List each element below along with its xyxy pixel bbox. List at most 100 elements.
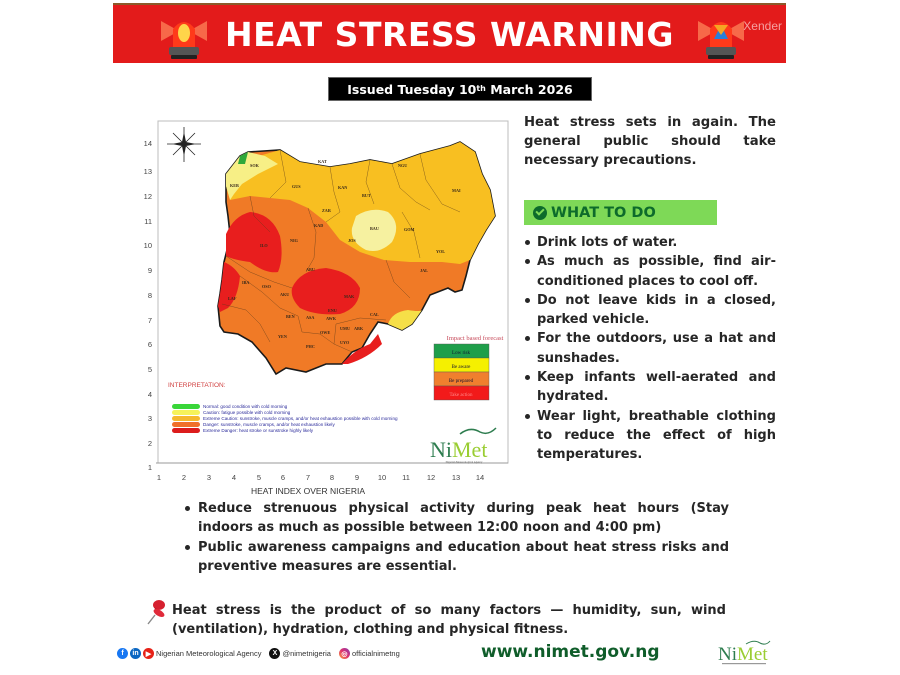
banner-title: HEAT STRESS WARNING: [225, 14, 674, 54]
svg-text:8: 8: [330, 473, 334, 482]
instagram-handle[interactable]: officialnimetng: [351, 649, 400, 658]
note-text: Heat stress is the product of so many fa…: [172, 603, 726, 637]
svg-text:NIG: NIG: [290, 238, 299, 243]
agency-name[interactable]: Nigerian Meteorological Agency: [156, 649, 262, 658]
interp-extreme-danger: Extreme Danger: heat stroke or sunstroke…: [203, 428, 314, 433]
intro-text: Heat stress sets in again. The general p…: [524, 115, 776, 168]
nimet-logo-footer: Ni Met: [718, 640, 771, 665]
svg-text:ABU: ABU: [306, 267, 315, 272]
interp-caution: Caution: fatigue possible with cold morn…: [203, 410, 291, 415]
linkedin-icon[interactable]: in: [130, 648, 141, 659]
x-handle[interactable]: @nimetnigeria: [282, 649, 331, 658]
interp-normal: Normal: good condition with cold morning: [203, 404, 288, 409]
svg-text:OWE: OWE: [320, 330, 330, 335]
tip-item: For the outdoors, use a hat and sunshade…: [524, 329, 776, 368]
interp-danger: Danger: sunstroke, muscle cramps, and/or…: [203, 422, 335, 427]
svg-text:JAL: JAL: [420, 268, 428, 273]
svg-text:BAU: BAU: [370, 226, 379, 231]
svg-text:SOK: SOK: [250, 163, 260, 168]
svg-text:6: 6: [281, 473, 285, 482]
svg-text:UYO: UYO: [340, 340, 350, 345]
pushpin-icon: [147, 600, 165, 625]
impact-forecast-legend: Low risk Be aware Be prepared Take actio…: [433, 343, 490, 401]
svg-text:CAL: CAL: [370, 312, 379, 317]
svg-text:12: 12: [427, 473, 435, 482]
website-link[interactable]: www.nimet.gov.ng: [481, 642, 660, 662]
issued-suffix: March 2026: [485, 81, 573, 97]
svg-text:Met: Met: [452, 437, 487, 462]
svg-text:10: 10: [378, 473, 386, 482]
svg-text:YEN: YEN: [278, 334, 287, 339]
svg-text:13: 13: [452, 473, 460, 482]
svg-text:KAT: KAT: [318, 159, 327, 164]
impact-forecast-title: Impact based forecast: [447, 335, 504, 342]
check-circle-icon: [533, 205, 547, 220]
svg-text:UMU: UMU: [340, 326, 350, 331]
tip-item: Keep infants well-aerated and hydrated.: [524, 368, 776, 407]
svg-text:Ni: Ni: [430, 437, 452, 462]
instagram-icon[interactable]: ◎: [338, 648, 350, 659]
svg-text:4: 4: [148, 390, 152, 399]
impact-level-take-action: Take action: [449, 393, 473, 398]
impact-level-be-prepared: Be prepared: [449, 379, 474, 384]
interpretation-legend: Normal: good condition with cold morning…: [172, 404, 398, 433]
x-twitter-icon[interactable]: X: [269, 648, 281, 659]
svg-text:6: 6: [148, 340, 152, 349]
xender-watermark: Xender: [743, 19, 782, 33]
youtube-icon[interactable]: ▶: [143, 648, 154, 659]
tip-item: Drink lots of water.: [524, 233, 776, 252]
svg-text:11: 11: [144, 217, 152, 226]
svg-text:5: 5: [148, 365, 152, 374]
svg-text:10: 10: [144, 241, 152, 250]
svg-text:GOM: GOM: [404, 227, 415, 232]
svg-text:AWK: AWK: [326, 316, 337, 321]
tip-item: As much as possible, find air-conditione…: [524, 252, 776, 291]
facebook-icon[interactable]: f: [117, 648, 128, 659]
svg-text:BEN: BEN: [286, 314, 295, 319]
svg-text:14: 14: [476, 473, 484, 482]
svg-text:1: 1: [157, 473, 161, 482]
svg-text:3: 3: [207, 473, 211, 482]
siren-icon: [161, 21, 207, 59]
what-to-do-list: Drink lots of water. As much as possible…: [524, 233, 776, 465]
svg-text:ZAR: ZAR: [322, 208, 332, 213]
svg-text:4: 4: [232, 473, 236, 482]
issued-prefix: Issued Tuesday 10: [347, 81, 477, 97]
svg-text:Met: Met: [737, 644, 768, 665]
siren-icon: [698, 21, 744, 59]
state-boundaries: [221, 149, 461, 353]
interpretation-title: INTERPRETATION:: [168, 382, 226, 389]
what-to-do-label: WHAT TO DO: [551, 204, 656, 221]
tip-item: Do not leave kids in a closed, parked ve…: [524, 291, 776, 330]
svg-text:8: 8: [148, 291, 152, 300]
svg-text:MAK: MAK: [344, 294, 355, 299]
svg-text:ASA: ASA: [306, 315, 314, 320]
svg-text:IBA: IBA: [242, 280, 249, 285]
tip-item: Public awareness campaigns and education…: [184, 538, 729, 577]
svg-text:Nigerian Meteorological Agency: Nigerian Meteorological Agency: [446, 461, 483, 464]
tip-item: Wear light, breathable clothing to reduc…: [524, 407, 776, 465]
svg-text:ENU: ENU: [328, 308, 337, 313]
svg-text:14: 14: [144, 139, 152, 148]
svg-text:12: 12: [144, 192, 152, 201]
nimet-logo: Ni Met Nigerian Meteorological Agency: [430, 427, 497, 464]
svg-text:JOS: JOS: [348, 238, 356, 243]
svg-text:LAF: LAF: [228, 296, 237, 301]
warning-banner: HEAT STRESS WARNING Xender: [113, 3, 786, 63]
svg-text:5: 5: [257, 473, 261, 482]
svg-text:AKU: AKU: [280, 292, 289, 297]
svg-text:ILO: ILO: [260, 243, 268, 248]
svg-text:2: 2: [148, 439, 152, 448]
svg-text:KEB: KEB: [230, 183, 239, 188]
svg-text:YOL: YOL: [436, 249, 445, 254]
heat-stress-note: Heat stress is the product of so many fa…: [146, 600, 726, 639]
impact-level-low-risk: Low risk: [452, 351, 470, 356]
compass-rose-icon: [167, 127, 201, 162]
svg-text:3: 3: [148, 414, 152, 423]
svg-text:PHC: PHC: [306, 344, 315, 349]
svg-text:7: 7: [148, 316, 152, 325]
svg-text:KAD: KAD: [314, 223, 323, 228]
